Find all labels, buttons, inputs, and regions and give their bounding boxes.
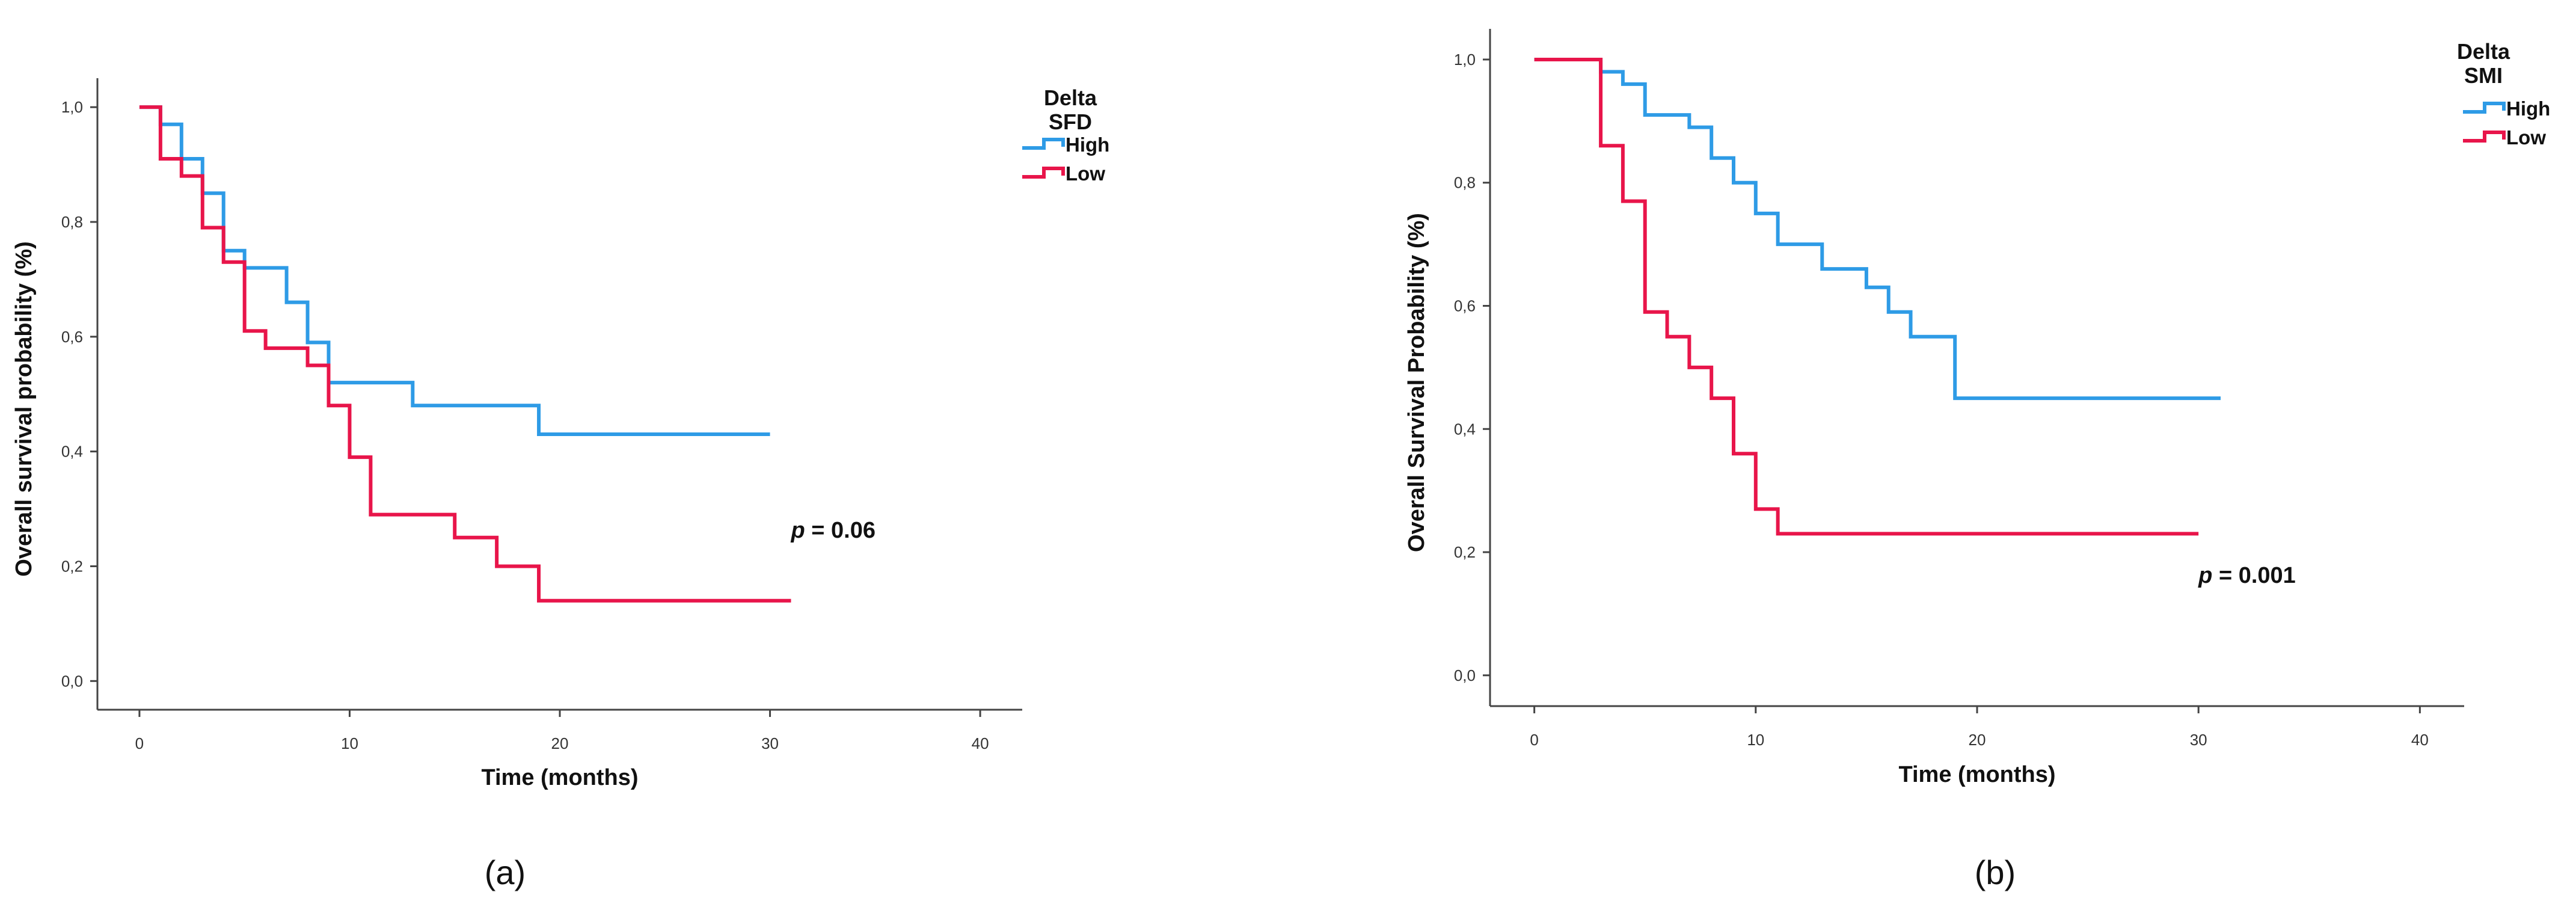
series-line-high [1534,57,2221,401]
y-tick-label: 0,2 [1454,543,1476,561]
y-tick-label: 0,0 [1454,666,1476,684]
chart-a: 0 10 20 30 40 0,0 0,2 0,4 0,6 0,8 1,0 Time (months)… [11,78,1109,891]
x-tick-label: 20 [1969,731,1986,749]
y-tick-label: 0,4 [61,443,83,461]
x-tick-label: 30 [761,734,779,752]
y-tick-label: 0,8 [61,213,83,231]
legend-swatch-low [2463,131,2506,143]
series-line-high [139,105,770,437]
y-tick-label: 1,0 [1454,51,1476,69]
y-tick-label: 0,6 [61,328,83,346]
x-tick-label: 10 [1747,731,1764,749]
legend-label-high: High [1066,134,1109,156]
y-axis-title: Overall Survival Probability (%) [1404,213,1429,552]
series-line-low [1534,57,2199,536]
x-axis-title: Time (months) [1898,762,2055,787]
x-tick-label: 40 [972,734,989,752]
y-axis-title: Overall survival probability (%) [11,241,37,577]
y-tick-label: 0,4 [1454,420,1476,438]
legend-swatch-high [1022,138,1065,150]
y-tick-label: 0,8 [1454,174,1476,192]
y-tick-label: 0,0 [61,672,83,690]
x-axis-title: Time (months) [481,765,638,790]
legend-label-low: Low [1066,162,1105,185]
series-line-low [139,105,791,603]
legend-label-low: Low [2506,126,2546,149]
panel-caption: (a) [485,853,526,891]
x-tick-label: 20 [551,734,569,752]
legend-title: Delta [1044,85,1097,110]
x-tick-label: 0 [1530,731,1538,749]
y-tick-label: 0,6 [1454,297,1476,315]
p-value-annotation: p = 0.06 [791,518,876,543]
legend-title: SMI [2464,63,2503,88]
legend-title: SFD [1049,109,1092,134]
p-value-annotation: p = 0.001 [2198,563,2296,588]
legend-title: Delta [2457,39,2510,64]
chart-b: 0 10 20 30 40 0,0 0,2 0,4 0,6 0,8 1,0 Time (months)… [1404,29,2550,891]
y-tick-label: 0,2 [61,557,83,575]
legend-swatch-low [1022,167,1065,179]
x-tick-label: 30 [2190,731,2207,749]
panel-caption: (b) [1975,853,2016,891]
legend-label-high: High [2506,97,2550,120]
x-tick-label: 0 [135,734,144,752]
y-tick-label: 1,0 [61,98,83,116]
x-tick-label: 10 [341,734,358,752]
x-tick-label: 40 [2411,731,2429,749]
legend-swatch-high [2463,102,2506,114]
